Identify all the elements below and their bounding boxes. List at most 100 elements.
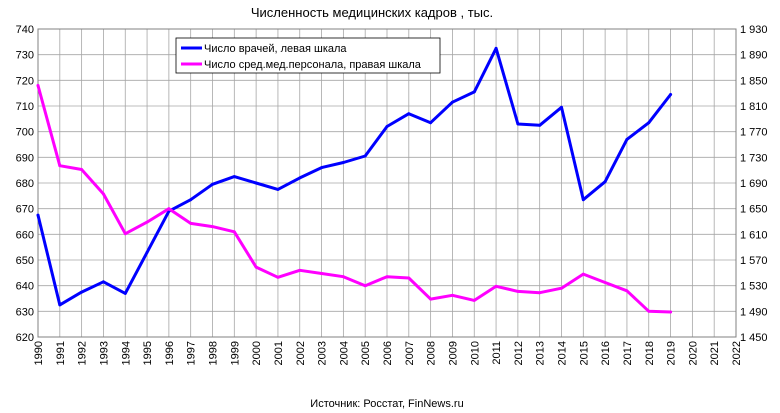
series-1-point bbox=[451, 293, 454, 297]
x-tick-label: 2022 bbox=[731, 341, 743, 365]
series-0-point bbox=[320, 166, 323, 170]
y-right-tick-label: 1 650 bbox=[740, 204, 768, 216]
x-tick-label: 2008 bbox=[426, 341, 438, 365]
series-1-point bbox=[363, 284, 367, 288]
plot-frame bbox=[37, 28, 737, 338]
x-tick-label: 2007 bbox=[404, 341, 416, 365]
x-tick-label: 2001 bbox=[273, 341, 285, 365]
series-1-point bbox=[254, 265, 258, 269]
series-1-point bbox=[429, 297, 432, 301]
x-tick-label: 1998 bbox=[208, 341, 220, 365]
x-tick-label: 2012 bbox=[513, 341, 525, 365]
series-1-point bbox=[167, 207, 171, 211]
y-left-tick-label: 660 bbox=[16, 229, 34, 241]
x-axis: 1990 1991 1992 1993 1994 1995 1996 1997 1998 1999… bbox=[33, 341, 743, 365]
series-1-point bbox=[516, 290, 520, 293]
y-right-tick-label: 1 930 bbox=[740, 24, 768, 36]
y-left-tick-label: 710 bbox=[16, 101, 34, 113]
series-1-point bbox=[232, 230, 236, 234]
y-left-tick-label: 720 bbox=[16, 75, 34, 87]
x-tick-label: 2019 bbox=[666, 341, 678, 365]
series-1-point bbox=[581, 272, 585, 276]
series-0-point bbox=[472, 90, 476, 94]
series-0-point bbox=[36, 213, 40, 217]
series-0-point bbox=[560, 105, 563, 109]
x-tick-label: 2002 bbox=[295, 341, 307, 365]
x-tick-label: 1991 bbox=[55, 341, 67, 365]
series-0-point bbox=[102, 280, 105, 284]
series-0-point bbox=[385, 125, 389, 128]
series-0-point bbox=[581, 198, 585, 202]
series-0-point bbox=[276, 188, 280, 191]
series-0-point bbox=[429, 121, 432, 125]
y-left-tick-label: 730 bbox=[16, 50, 34, 62]
series-0-point bbox=[80, 290, 83, 294]
series-1-point bbox=[494, 284, 498, 288]
y-left-tick-label: 670 bbox=[16, 204, 34, 216]
series-0-point bbox=[669, 93, 672, 96]
x-tick-label: 1990 bbox=[33, 341, 45, 365]
y-axis-right: 1 450 1 490 1 530 1 570 1 610 1 650 1 690 1 730… bbox=[740, 24, 768, 344]
legend-box bbox=[175, 37, 441, 74]
x-tick-label: 2017 bbox=[622, 341, 634, 365]
y-axis-left: 620 630 640 650 660 670 680 690 700 710 720 730 740 bbox=[16, 24, 34, 344]
y-right-tick-label: 1 850 bbox=[740, 75, 768, 87]
series-0-point bbox=[254, 181, 258, 185]
x-tick-label: 2004 bbox=[338, 341, 350, 365]
y-right-tick-label: 1 730 bbox=[740, 152, 768, 164]
x-tick-label: 2011 bbox=[491, 341, 503, 365]
x-tick-label: 2021 bbox=[709, 341, 721, 365]
series-1-point bbox=[647, 309, 651, 313]
y-left-tick-label: 680 bbox=[16, 178, 34, 190]
x-tick-label: 2020 bbox=[687, 341, 699, 365]
chart-title: Численность медицинских кадров , тыс. bbox=[251, 5, 493, 20]
x-tick-label: 1995 bbox=[142, 341, 154, 365]
x-tick-label: 2010 bbox=[469, 341, 481, 365]
series-1-point bbox=[538, 291, 542, 295]
grid bbox=[38, 29, 736, 337]
legend-label-doctors: Число врачей, левая шкала bbox=[204, 43, 347, 55]
series-1-point bbox=[189, 222, 193, 225]
series-0-point bbox=[342, 161, 345, 164]
series-1-point bbox=[298, 268, 302, 272]
series-1-point bbox=[276, 275, 280, 279]
x-tick-label: 2005 bbox=[360, 341, 372, 365]
series-line-1 bbox=[36, 84, 673, 314]
y-right-tick-label: 1 530 bbox=[740, 281, 768, 293]
series-1-point bbox=[123, 232, 127, 236]
y-left-tick-label: 630 bbox=[16, 306, 34, 318]
series-0-point bbox=[298, 176, 302, 180]
series-0-point bbox=[451, 100, 454, 104]
series-line-0 bbox=[36, 46, 673, 307]
series-0-point bbox=[603, 180, 607, 184]
y-right-tick-label: 1 810 bbox=[740, 101, 768, 113]
series-0-point bbox=[625, 138, 629, 141]
x-tick-label: 1997 bbox=[186, 341, 198, 365]
series-layer bbox=[36, 46, 673, 314]
series-1-point bbox=[472, 299, 476, 302]
x-tick-label: 2000 bbox=[251, 341, 263, 365]
y-left-tick-label: 700 bbox=[16, 127, 34, 139]
series-0-point bbox=[211, 182, 214, 186]
y-left-tick-label: 620 bbox=[16, 332, 34, 344]
y-right-tick-label: 1 890 bbox=[740, 50, 768, 62]
y-right-tick-label: 1 490 bbox=[740, 306, 768, 318]
series-0-point bbox=[145, 250, 149, 254]
series-0-point bbox=[647, 121, 651, 125]
y-left-tick-label: 650 bbox=[16, 255, 34, 267]
series-1-point bbox=[36, 84, 40, 87]
y-right-tick-label: 1 770 bbox=[740, 127, 768, 139]
series-1-point bbox=[625, 289, 629, 293]
series-1-point bbox=[80, 168, 83, 171]
x-tick-label: 1996 bbox=[164, 341, 176, 365]
y-right-tick-label: 1 570 bbox=[740, 255, 768, 267]
x-tick-label: 1994 bbox=[120, 341, 132, 365]
source-note: Источник: Росстат, FinNews.ru bbox=[310, 398, 463, 410]
series-0-point bbox=[232, 175, 236, 179]
series-1-point bbox=[669, 310, 672, 314]
x-tick-label: 2013 bbox=[535, 341, 547, 365]
series-1-point bbox=[560, 286, 563, 290]
series-1-point bbox=[320, 272, 323, 275]
series-1-point bbox=[58, 164, 62, 168]
x-tick-label: 2003 bbox=[317, 341, 329, 365]
